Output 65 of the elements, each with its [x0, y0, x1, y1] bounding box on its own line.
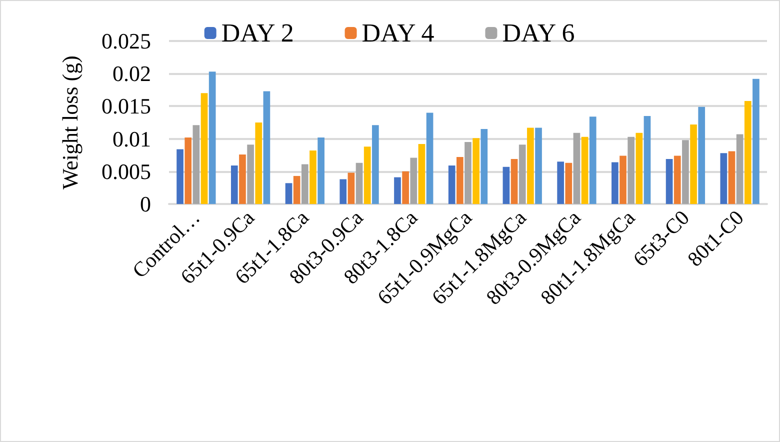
- bar: [176, 149, 184, 204]
- bar: [535, 128, 542, 204]
- bar: [612, 162, 618, 204]
- y-tick-label: 0.015: [102, 94, 151, 119]
- y-tick-label: 0.02: [112, 61, 151, 86]
- bar: [636, 132, 643, 204]
- bar: [744, 100, 752, 204]
- bar: [589, 116, 596, 204]
- bar: [394, 177, 401, 204]
- bar: [628, 136, 635, 204]
- bar: [573, 132, 580, 204]
- bar: [736, 134, 744, 204]
- bar: [510, 159, 518, 204]
- bar: [456, 157, 464, 204]
- bar: [208, 72, 216, 204]
- bar: [620, 156, 626, 204]
- bar: [192, 125, 200, 204]
- legend-label: DAY 2: [221, 18, 294, 48]
- bar: [418, 144, 426, 204]
- bar: [690, 124, 697, 204]
- bar: [674, 156, 681, 204]
- bar: [372, 125, 379, 204]
- bar: [752, 78, 760, 204]
- y-tick-label: 0.01: [112, 126, 151, 152]
- bar: [356, 162, 363, 204]
- bar: [340, 179, 347, 204]
- bar: [720, 153, 728, 204]
- bar: [263, 91, 270, 204]
- bar: [255, 122, 262, 204]
- bar: [410, 158, 418, 204]
- bar: [230, 166, 238, 204]
- bar: [364, 146, 371, 204]
- bar: [502, 166, 510, 204]
- bar: [239, 154, 246, 204]
- bar: [402, 171, 409, 204]
- bar: [348, 172, 355, 204]
- bar: [448, 166, 456, 204]
- bar: [557, 162, 564, 204]
- bar: [644, 116, 651, 204]
- bar: [581, 136, 588, 204]
- bar: [682, 140, 689, 204]
- legend-label: DAY 6: [502, 18, 575, 48]
- y-tick-label: 0.005: [102, 158, 151, 184]
- bar: [698, 106, 706, 204]
- bar: [728, 151, 736, 204]
- bar: [184, 137, 192, 204]
- bar: [527, 128, 534, 204]
- bar: [426, 112, 434, 204]
- bar: [518, 144, 526, 204]
- y-tick-label: 0.025: [102, 28, 151, 54]
- bar: [464, 142, 472, 204]
- bar: [247, 144, 254, 204]
- y-tick-label: 0: [140, 192, 151, 216]
- y-axis-title: Weight loss (g): [58, 56, 82, 190]
- bar: [666, 159, 673, 204]
- bar: [293, 176, 300, 204]
- bar: [472, 138, 480, 204]
- bar: [301, 164, 308, 204]
- bar: [200, 93, 208, 204]
- bar: [480, 129, 488, 204]
- bar: [565, 162, 572, 204]
- bar: [285, 183, 292, 204]
- bar: [310, 150, 316, 204]
- legend-label: DAY 4: [362, 18, 434, 48]
- bar: [318, 137, 324, 204]
